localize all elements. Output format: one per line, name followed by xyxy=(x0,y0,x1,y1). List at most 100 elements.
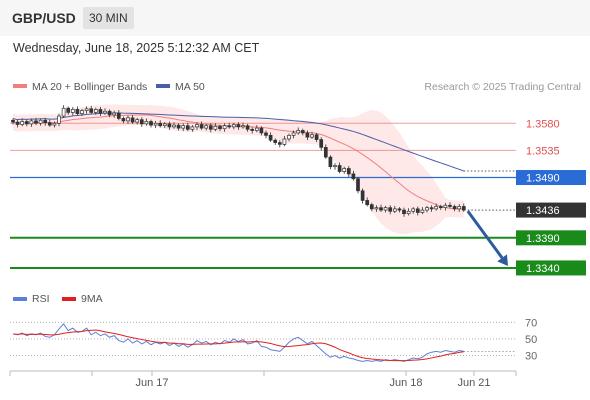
candle xyxy=(149,119,153,128)
candle xyxy=(245,123,250,132)
last-price-label: 1.3436 xyxy=(526,205,560,217)
candle xyxy=(406,208,411,216)
candle xyxy=(429,205,434,212)
pivot-label: 1.3490 xyxy=(526,173,560,185)
credit-label: Research © 2025 Trading Central xyxy=(424,81,581,93)
candle xyxy=(116,110,121,121)
projection-arrow-shaft xyxy=(466,210,504,259)
candle xyxy=(379,204,383,212)
candle xyxy=(346,166,351,177)
candle xyxy=(388,205,393,215)
x-tick-label: Jun 21 xyxy=(457,377,490,389)
candle xyxy=(153,120,158,129)
candle xyxy=(144,118,149,126)
rsi-ma-legend-label: 9MA xyxy=(81,293,103,305)
candle xyxy=(204,123,209,131)
candle xyxy=(130,114,135,124)
candle xyxy=(448,202,452,209)
ma20-legend-label: MA 20 + Bollinger Bands xyxy=(32,81,147,93)
level-labels: 1.3580 1.3535 1.3490 1.3436 1.3390 1.3340 xyxy=(516,118,586,276)
candle xyxy=(360,188,365,204)
candle xyxy=(411,207,416,214)
ma50-line xyxy=(12,112,464,172)
candle xyxy=(24,119,29,127)
candle xyxy=(75,106,80,116)
support-label: 1.3340 xyxy=(526,263,560,275)
candle xyxy=(425,205,429,213)
candle xyxy=(443,202,448,211)
rsi-level-label: 30 xyxy=(525,351,537,363)
candle xyxy=(80,108,84,117)
candle xyxy=(213,123,218,132)
candle xyxy=(139,117,144,127)
candle xyxy=(291,130,296,139)
pivot-label-box xyxy=(516,170,586,186)
rsi-legend-swatch xyxy=(13,297,27,301)
candle xyxy=(259,126,264,136)
candle xyxy=(107,109,112,118)
candle xyxy=(236,122,241,130)
candle xyxy=(314,132,319,142)
candle xyxy=(305,130,310,141)
candle xyxy=(273,138,278,145)
x-axis: Jun 17 Jun 18 Jun 21 xyxy=(9,371,517,389)
candlesticks xyxy=(11,105,466,217)
candle xyxy=(57,113,61,127)
candle xyxy=(415,206,420,216)
candle xyxy=(181,123,186,132)
top-bar: GBP/USD 30 MIN xyxy=(0,0,590,36)
candle xyxy=(66,106,71,115)
candle xyxy=(222,123,227,132)
candle xyxy=(420,207,425,215)
last-price-label-box xyxy=(516,202,586,218)
candle xyxy=(103,108,107,115)
candle xyxy=(162,122,167,129)
candle xyxy=(374,205,379,212)
timeframe-badge[interactable]: 30 MIN xyxy=(83,7,134,29)
candle xyxy=(47,119,52,127)
candle xyxy=(356,176,360,194)
candle xyxy=(126,115,130,124)
candle xyxy=(452,204,457,212)
rsi-level-label: 50 xyxy=(525,334,537,346)
timestamp: Wednesday, June 18, 2025 5:12:32 AM CET xyxy=(13,41,260,55)
candle xyxy=(167,121,172,130)
candle xyxy=(282,135,287,147)
candle xyxy=(365,197,370,207)
rsi-level-label: 70 xyxy=(525,317,537,329)
candle xyxy=(93,107,98,115)
candle xyxy=(52,121,57,128)
candle xyxy=(172,122,176,129)
rsi-ma-line xyxy=(12,329,464,362)
candle xyxy=(392,205,397,214)
candle xyxy=(185,122,190,132)
candle xyxy=(328,155,333,170)
projection-arrow xyxy=(466,210,508,266)
ma50-legend-swatch xyxy=(156,84,170,88)
candle xyxy=(277,140,282,148)
x-tick-label: Jun 18 xyxy=(389,377,422,389)
candle xyxy=(323,144,328,159)
candle xyxy=(457,204,462,212)
resistance-label: 1.3535 xyxy=(526,145,560,157)
candle xyxy=(199,121,204,130)
rsi-ma-legend-swatch xyxy=(62,297,76,301)
bollinger-bands xyxy=(13,104,464,235)
candle xyxy=(300,128,305,136)
candle xyxy=(264,130,268,139)
candle xyxy=(434,203,439,211)
candle xyxy=(29,118,34,127)
candle xyxy=(61,105,66,118)
bollinger-band-area xyxy=(13,104,464,235)
candle xyxy=(38,118,43,126)
candle xyxy=(15,119,20,128)
candle xyxy=(121,116,126,124)
candle xyxy=(208,123,213,133)
support-label-box xyxy=(516,230,586,246)
ma20-legend-swatch xyxy=(13,84,27,88)
candle xyxy=(337,162,342,174)
candle xyxy=(20,118,25,127)
candle xyxy=(461,203,466,212)
candle xyxy=(89,105,94,115)
support-label-box xyxy=(516,260,586,276)
